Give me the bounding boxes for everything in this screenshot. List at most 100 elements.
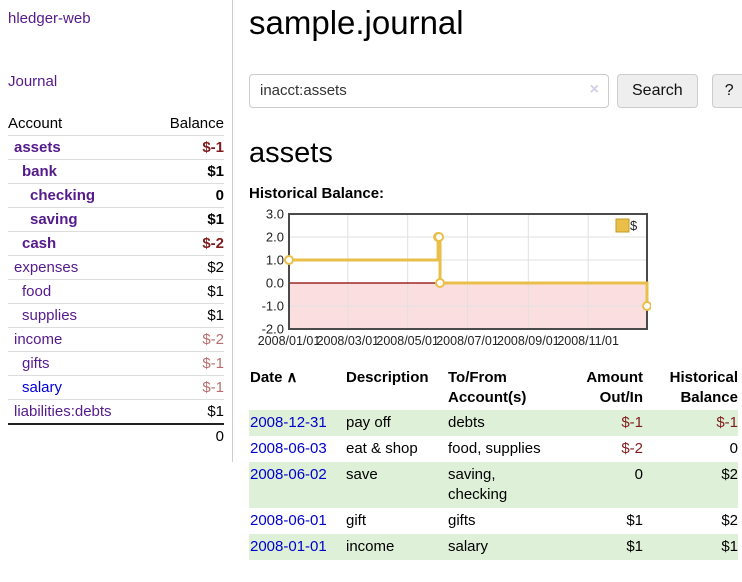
accounts-header-balance: Balance [149,112,224,136]
y-tick-label: -1.0 [262,299,284,314]
account-row: gifts $-1 [8,351,224,376]
transaction-description: eat & shop [346,440,418,458]
account-row: income $-2 [8,327,224,352]
y-tick-label: -2.0 [262,322,284,337]
account-link-expenses[interactable]: expenses [14,259,79,276]
account-row: assets $-1 [8,135,224,160]
transaction-amount: $1 [626,511,643,529]
account-link-gifts[interactable]: gifts [22,355,50,372]
account-balance: 0 [149,183,224,208]
transaction-accounts: saving, checking [448,466,508,503]
transaction-accounts: gifts [448,511,476,529]
account-link-checking[interactable]: checking [30,187,96,204]
account-row: bank $1 [8,159,224,184]
account-balance: $1 [149,399,224,424]
page-title: sample.journal [249,4,464,41]
transaction-balance: $2 [721,466,738,484]
historical-balance-chart: $3.0 2.0 1.0 0.0 -1.0 -2.02008/01/012008/03/0… [258,208,651,348]
accounts-total-value: 0 [149,423,224,448]
x-tick-label: 2008/05/01 [376,334,439,348]
account-row: liabilities:debts $1 [8,399,224,424]
transaction-description: save [346,466,378,484]
account-row: expenses $2 [8,255,224,280]
account-row: saving $1 [8,207,224,232]
main-content: sample.journal × Search ? assets Histori… [233,0,742,560]
clear-search-icon[interactable]: × [589,80,599,98]
register-header-date[interactable]: Date ∧ [249,366,345,410]
account-link-assets[interactable]: assets [14,139,61,156]
account-balance: $2 [149,255,224,280]
legend-label: $ [630,218,638,233]
accounts-total-row: 0 [8,423,224,448]
search-button[interactable]: Search [617,73,698,108]
register-table: Date ∧ Description To/From Account(s) Amo… [249,366,738,560]
search-form: × Search ? [249,73,742,108]
y-tick-label: 0.0 [266,276,284,291]
transaction-accounts: debts [448,414,485,432]
account-row: cash $-2 [8,231,224,256]
account-row: salary $-1 [8,375,224,400]
account-row: food $1 [8,279,224,304]
account-row: checking 0 [8,183,224,208]
help-button[interactable]: ? [711,73,742,108]
account-balance: $-1 [149,375,224,400]
transaction-balance: $2 [721,511,738,529]
x-tick-label: 2008/03/01 [317,334,380,348]
transaction-balance: $1 [721,537,738,555]
chart-heading: Historical Balance: [249,185,385,203]
account-balance: $1 [149,303,224,328]
register-header-description: Description [346,369,429,387]
register-row: 2008-01-01 income salary $1 $1 [249,533,738,560]
x-tick-label: 2008/09/01 [497,334,560,348]
account-heading: assets [249,136,333,169]
transaction-date-link[interactable]: 2008-01-01 [250,537,327,555]
account-balance: $1 [149,279,224,304]
y-tick-label: 2.0 [266,230,284,245]
accounts-table: Account Balance assets $-1 bank $1 check… [8,112,224,448]
transaction-accounts: salary [448,537,489,555]
register-header-row: Date ∧ Description To/From Account(s) Amo… [249,366,738,410]
data-point [642,301,651,312]
account-balance: $-1 [149,135,224,160]
transaction-balance: $-1 [716,414,738,432]
register-header-amount: Amount Out/In [586,369,643,407]
transaction-date-link[interactable]: 2008-06-01 [250,511,327,529]
account-row: supplies $1 [8,303,224,328]
account-link-cash[interactable]: cash [22,235,57,252]
transaction-accounts: food, supplies [448,440,541,458]
data-point [434,232,445,243]
sidebar: hledger-web Journal Account Balance asse… [0,0,233,462]
transaction-balance: 0 [729,440,738,458]
account-link-income[interactable]: income [14,331,63,348]
account-link-food[interactable]: food [22,283,52,300]
account-balance: $-1 [149,351,224,376]
account-balance: $-2 [149,327,224,352]
data-point [284,255,294,266]
account-link-saving[interactable]: saving [30,211,78,228]
brand-link[interactable]: hledger-web [8,10,91,27]
x-tick-label: 2008/01/01 [258,334,321,348]
account-link-liabilities-debts[interactable]: liabilities:debts [14,403,112,420]
app-layout: hledger-web Journal Account Balance asse… [0,0,742,560]
plot-border [288,213,648,331]
account-link-salary[interactable]: salary [22,379,63,396]
y-tick-label: 1.0 [266,253,284,268]
account-link-supplies[interactable]: supplies [22,307,78,324]
register-header-date-label: Date [250,369,283,387]
transaction-amount: 0 [634,466,643,484]
transaction-date-link[interactable]: 2008-06-03 [250,440,327,458]
x-tick-label: 2008/11/01 [557,334,619,348]
legend-swatch [615,218,630,233]
transaction-date-link[interactable]: 2008-12-31 [250,414,327,432]
sidebar-item-journal[interactable]: Journal [8,73,58,90]
register-row: 2008-12-31 pay off debts $-1 $-1 [249,410,738,437]
register-row: 2008-06-03 eat & shop food, supplies $-2… [249,436,738,462]
search-input[interactable] [249,73,609,108]
register-row: 2008-06-02 save saving, checking 0 $2 [249,462,738,508]
transaction-description: pay off [346,414,391,432]
transaction-date-link[interactable]: 2008-06-02 [250,466,327,484]
account-link-bank[interactable]: bank [22,163,58,180]
transaction-amount: $1 [626,537,643,555]
account-balance: $1 [149,159,224,184]
register-header-balance: Historical Balance [669,369,738,407]
